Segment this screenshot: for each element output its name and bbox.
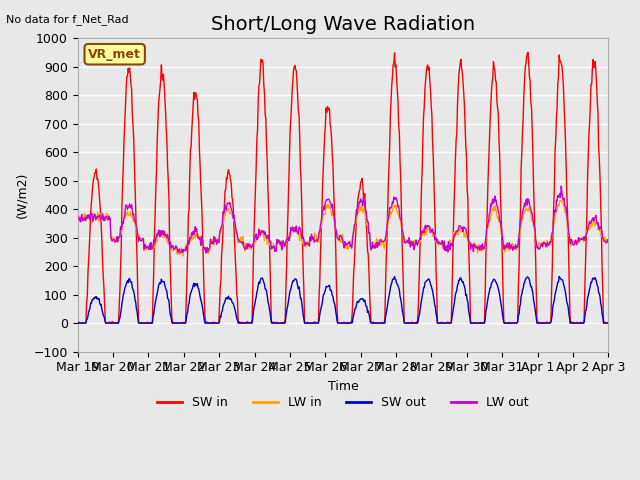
X-axis label: Time: Time (328, 380, 358, 393)
Y-axis label: (W/m2): (W/m2) (15, 172, 28, 218)
Text: No data for f_Net_Rad: No data for f_Net_Rad (6, 14, 129, 25)
Legend: SW in, LW in, SW out, LW out: SW in, LW in, SW out, LW out (152, 391, 534, 414)
Title: Short/Long Wave Radiation: Short/Long Wave Radiation (211, 15, 475, 34)
Text: VR_met: VR_met (88, 48, 141, 61)
